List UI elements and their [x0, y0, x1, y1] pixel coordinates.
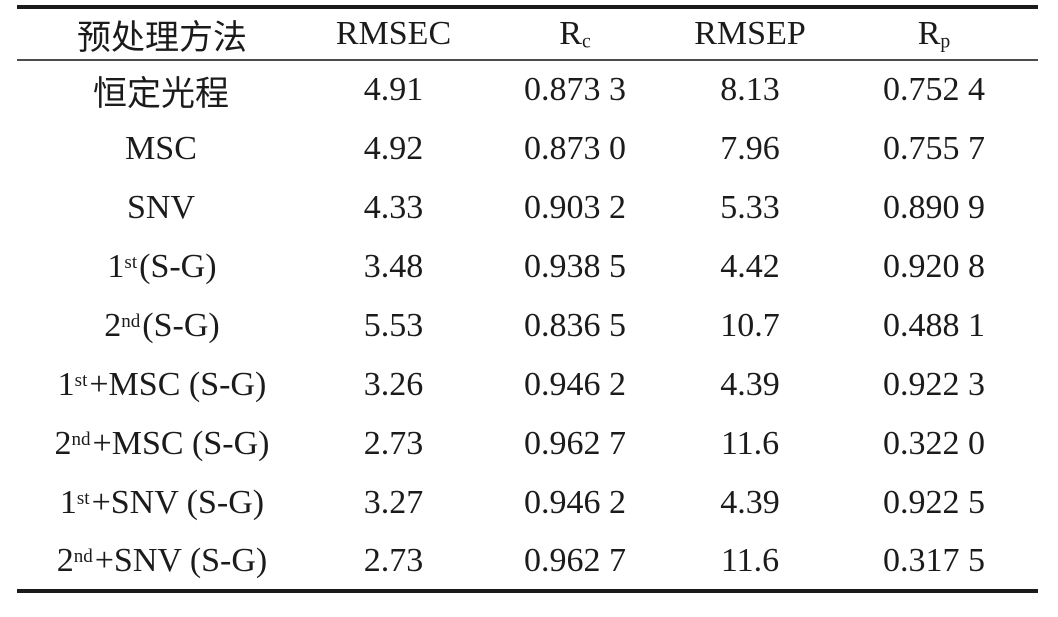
- rp-cell: 0.890 9: [883, 188, 985, 226]
- rmsec-cell: 2.73: [363, 541, 424, 579]
- rc-cell: 0.836 5: [524, 306, 626, 344]
- col-header-rp: Rp: [830, 7, 1038, 60]
- method-base: MSC: [125, 129, 197, 167]
- method-rest: +SNV (S-G): [94, 541, 268, 579]
- method-cell: 1st+SNV (S-G): [17, 473, 307, 532]
- table-row: 1st(S-G) 3.48 0.938 5 4.42 0.920 8: [17, 237, 1038, 296]
- method-cell: 2nd+MSC (S-G): [17, 414, 307, 473]
- table-row: 1st+MSC (S-G) 3.26 0.946 2 4.39 0.922 3: [17, 355, 1038, 414]
- rp-cell: 0.322 0: [883, 424, 985, 462]
- table-row: 2nd+SNV (S-G) 2.73 0.962 7 11.6 0.317 5: [17, 532, 1038, 591]
- rp-cell: 0.755 7: [883, 129, 985, 167]
- rp-cell: 0.920 8: [883, 247, 985, 285]
- rmsep-cell: 4.39: [720, 365, 780, 403]
- method-ordinal: st: [124, 251, 138, 273]
- table-header: 预处理方法 RMSEC Rc RMSEP Rp: [17, 7, 1038, 60]
- rmsec-cell: 4.92: [363, 129, 424, 167]
- rp-cell: 0.922 3: [883, 365, 985, 403]
- col-header-rc: Rc: [480, 7, 670, 60]
- rmsec-cell: 3.48: [363, 247, 424, 285]
- method-cell: 2nd+SNV (S-G): [17, 532, 307, 591]
- rmsep-cell: 4.42: [720, 247, 780, 285]
- rc-cell: 0.903 2: [524, 188, 626, 226]
- rc-cell: 0.946 2: [524, 483, 626, 521]
- rc-label: R: [559, 14, 582, 52]
- method-base: 2: [56, 541, 74, 579]
- table-row: 2nd+MSC (S-G) 2.73 0.962 7 11.6 0.322 0: [17, 414, 1038, 473]
- rc-cell: 0.946 2: [524, 365, 626, 403]
- method-rest: +MSC (S-G): [89, 365, 267, 403]
- preprocessing-results-table: 预处理方法 RMSEC Rc RMSEP Rp 恒定光程 4.91 0.873 …: [17, 5, 1038, 593]
- header-row: 预处理方法 RMSEC Rc RMSEP Rp: [17, 7, 1038, 60]
- table-row: 1st+SNV (S-G) 3.27 0.946 2 4.39 0.922 5: [17, 473, 1038, 532]
- rmsec-cell: 4.33: [363, 188, 424, 226]
- rmsep-cell: 4.39: [720, 483, 780, 521]
- table-row: 2nd(S-G) 5.53 0.836 5 10.7 0.488 1: [17, 296, 1038, 355]
- method-base: 1: [57, 365, 75, 403]
- method-base: 1: [107, 247, 125, 285]
- method-rest: +SNV (S-G): [91, 483, 265, 521]
- col-header-method: 预处理方法: [77, 19, 247, 57]
- method-base: 2: [54, 424, 72, 462]
- rmsep-cell: 11.6: [720, 424, 780, 462]
- method-base: 恒定光程: [93, 75, 229, 113]
- rc-cell: 0.938 5: [524, 247, 626, 285]
- method-base: 2: [104, 306, 122, 344]
- table-row: 恒定光程 4.91 0.873 3 8.13 0.752 4: [17, 60, 1038, 119]
- rmsec-cell: 5.53: [363, 306, 424, 344]
- table-body: 恒定光程 4.91 0.873 3 8.13 0.752 4 MSC 4.92 …: [17, 60, 1038, 591]
- method-ordinal: nd: [73, 545, 93, 567]
- rc-cell: 0.873 0: [524, 129, 626, 167]
- method-cell: 1st(S-G): [17, 237, 307, 296]
- method-ordinal: nd: [121, 310, 141, 332]
- rp-subscript: p: [940, 30, 951, 53]
- method-cell: MSC: [17, 119, 307, 178]
- rmsec-cell: 2.73: [363, 424, 424, 462]
- method-rest: +MSC (S-G): [92, 424, 270, 462]
- method-cell: 2nd(S-G): [17, 296, 307, 355]
- rp-label: R: [917, 14, 941, 52]
- rp-cell: 0.488 1: [883, 306, 985, 344]
- rmsep-cell: 7.96: [720, 129, 780, 167]
- rp-cell: 0.922 5: [883, 483, 985, 521]
- rp-cell: 0.317 5: [883, 541, 985, 579]
- rc-subscript: c: [581, 30, 591, 53]
- rmsep-cell: 5.33: [720, 188, 780, 226]
- rp-cell: 0.752 4: [883, 71, 985, 108]
- method-base: 1: [59, 483, 77, 521]
- table-row: MSC 4.92 0.873 0 7.96 0.755 7: [17, 119, 1038, 178]
- rmsep-cell: 10.7: [720, 306, 780, 344]
- method-rest: (S-G): [142, 306, 220, 344]
- table-row: SNV 4.33 0.903 2 5.33 0.890 9: [17, 178, 1038, 237]
- rmsep-cell: 8.13: [720, 71, 780, 108]
- rmsep-cell: 11.6: [720, 541, 780, 579]
- rmsec-cell: 3.27: [363, 483, 424, 521]
- method-ordinal: nd: [71, 428, 91, 450]
- method-ordinal: st: [76, 487, 90, 509]
- method-rest: (S-G): [139, 247, 217, 285]
- col-header-rmsep: RMSEP: [694, 15, 806, 52]
- method-cell: SNV: [17, 178, 307, 237]
- method-ordinal: st: [74, 369, 88, 391]
- rc-cell: 0.962 7: [524, 424, 626, 462]
- rmsec-cell: 3.26: [363, 365, 424, 403]
- col-header-rmsec: RMSEC: [335, 15, 452, 52]
- rmsec-cell: 4.91: [363, 71, 424, 108]
- method-cell: 1st+MSC (S-G): [17, 355, 307, 414]
- rc-cell: 0.962 7: [524, 541, 626, 579]
- method-base: SNV: [126, 188, 196, 226]
- method-cell: 恒定光程: [17, 60, 307, 119]
- rc-cell: 0.873 3: [524, 71, 626, 108]
